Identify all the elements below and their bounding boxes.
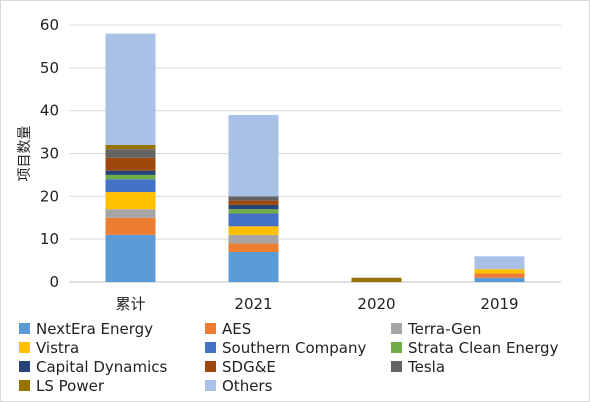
legend-swatch	[19, 323, 30, 334]
bar-segment	[105, 33, 156, 145]
bar-segment	[228, 213, 279, 227]
bar-segment	[228, 252, 279, 282]
legend-item: Strata Clean Energy	[391, 338, 558, 357]
legend-item: Southern Company	[205, 338, 366, 357]
y-tick-label: 50	[40, 59, 59, 77]
legend-item: Terra-Gen	[391, 319, 481, 338]
legend-swatch	[205, 380, 216, 391]
legend-item: AES	[205, 319, 251, 338]
legend-swatch	[205, 342, 216, 353]
legend-label: LS Power	[36, 376, 104, 395]
bar-segment	[228, 114, 279, 197]
bar-segment	[228, 209, 279, 214]
bar-segment	[228, 243, 279, 253]
x-tick-label: 累计	[115, 295, 145, 313]
legend-swatch	[19, 380, 30, 391]
bar-segment	[105, 144, 156, 150]
legend-swatch	[205, 323, 216, 334]
legend-label: Others	[222, 376, 273, 395]
legend-label: Tesla	[408, 357, 446, 376]
bar-segment	[474, 273, 525, 278]
bar-segment	[105, 234, 156, 282]
legend-item: Vistra	[19, 338, 79, 357]
bar-segment	[105, 170, 156, 175]
legend-item: SDG&E	[205, 357, 276, 376]
bar-segment	[105, 209, 156, 218]
y-axis-title: 项目数量	[17, 126, 33, 182]
x-tick-label: 2019	[480, 295, 518, 313]
bar-segment	[474, 269, 525, 274]
legend-swatch	[205, 361, 216, 372]
legend-label: Southern Company	[222, 338, 367, 357]
legend-swatch	[391, 323, 402, 334]
bar-segment	[105, 149, 156, 158]
y-tick-label: 40	[40, 102, 59, 120]
chart-legend: NextEra Energy AES Terra-Gen Vistra Southern…	[19, 319, 579, 399]
y-tick-label: 20	[40, 187, 59, 205]
bar-segment	[105, 192, 156, 210]
bar-segment	[228, 204, 279, 210]
legend-item: NextEra Energy	[19, 319, 153, 338]
legend-item: Others	[205, 376, 272, 395]
legend-label: Capital Dynamics	[36, 357, 168, 376]
legend-label: SDG&E	[222, 357, 276, 376]
bar-segment	[105, 174, 156, 180]
x-tick-label: 2021	[234, 295, 272, 313]
legend-swatch	[19, 361, 30, 372]
legend-item: LS Power	[19, 376, 104, 395]
legend-label: Terra-Gen	[408, 319, 482, 338]
bar-segment	[105, 157, 156, 171]
legend-item: Capital Dynamics	[19, 357, 167, 376]
y-tick-label: 0	[49, 273, 59, 291]
bar-segment	[228, 200, 279, 205]
y-tick-label: 30	[40, 145, 59, 163]
bar-segment	[351, 277, 402, 282]
bar-segment	[228, 234, 279, 244]
bar-segment	[105, 217, 156, 235]
legend-label: NextEra Energy	[36, 319, 154, 338]
bar-segment	[228, 226, 279, 235]
y-tick-label: 10	[40, 230, 59, 248]
legend-label: Strata Clean Energy	[408, 338, 559, 357]
legend-label: Vistra	[36, 338, 80, 357]
legend-swatch	[391, 342, 402, 353]
bar-segment	[105, 179, 156, 193]
y-tick-label: 60	[40, 16, 59, 34]
legend-item: Tesla	[391, 357, 445, 376]
bar-segment	[474, 277, 525, 282]
legend-swatch	[391, 361, 402, 372]
x-tick-label: 2020	[357, 295, 395, 313]
legend-swatch	[19, 342, 30, 353]
legend-label: AES	[222, 319, 252, 338]
bar-segment	[474, 256, 525, 270]
bar-segment	[228, 196, 279, 201]
